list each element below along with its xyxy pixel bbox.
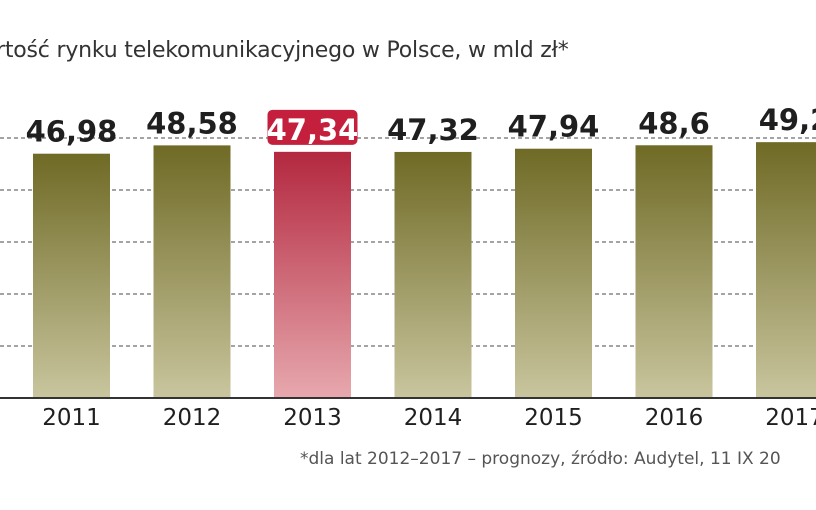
bar-2011	[33, 153, 110, 398]
x-tick-label-2011: 2011	[42, 405, 101, 431]
source-footnote: *dla lat 2012–2017 – prognozy, źródło: A…	[300, 449, 781, 469]
value-label-2014: 47,32	[387, 113, 479, 147]
x-tick-label-2016: 2016	[645, 405, 704, 431]
value-label-2013: 47,34	[267, 113, 359, 147]
x-tick-label-2014: 2014	[404, 405, 463, 431]
value-labels: 46,98 48,58 47,34 47,32 47,94 48,6 49,2	[26, 103, 816, 149]
x-tick-label-2013: 2013	[283, 405, 342, 431]
bars	[33, 142, 816, 398]
bar-2015	[515, 148, 592, 398]
x-tick-label-2012: 2012	[163, 405, 222, 431]
chart-title: rtość rynku telekomunikacyjnego w Polsce…	[0, 38, 569, 63]
highlight-label-background	[267, 109, 358, 145]
value-label-2017: 49,2	[759, 103, 816, 137]
bar-2014	[394, 151, 472, 398]
bar-2012	[153, 145, 231, 398]
x-tick-label-2015: 2015	[524, 405, 583, 431]
value-label-2012: 48,58	[146, 106, 238, 140]
x-tick-labels: 2011 2012 2013 2014 2015 2016 2017	[42, 405, 816, 431]
bar-2016	[635, 145, 713, 398]
bar-2013	[274, 151, 351, 398]
value-label-2016: 48,6	[638, 106, 710, 140]
value-label-2011: 46,98	[26, 115, 118, 149]
bar-2017	[756, 142, 816, 398]
x-tick-label-2017: 2017	[765, 405, 816, 431]
value-label-2015: 47,94	[508, 110, 600, 144]
